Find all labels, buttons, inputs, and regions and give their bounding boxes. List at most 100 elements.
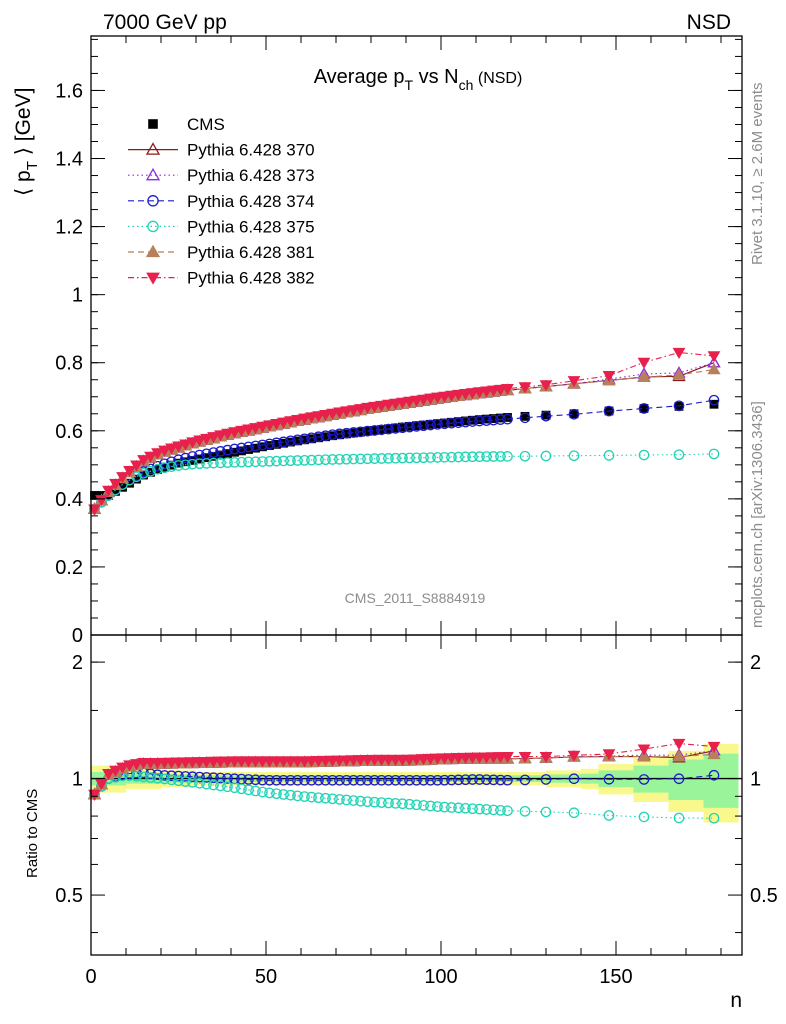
data-point-p375 — [327, 793, 338, 805]
y-tick-label: 1 — [72, 285, 83, 307]
data-point-p375 — [173, 460, 184, 471]
y-tick-label: 0.4 — [55, 489, 83, 511]
data-point-p375 — [152, 463, 163, 475]
series-line-p375 — [94, 775, 715, 819]
band-green — [668, 759, 704, 801]
data-point-p382 — [256, 421, 269, 433]
data-point-p382 — [424, 393, 437, 405]
data-point-cms — [674, 401, 684, 411]
data-point-p374 — [453, 417, 464, 428]
data-point-p374 — [425, 774, 436, 786]
data-point-p374 — [348, 774, 359, 786]
data-point-cms — [90, 491, 99, 500]
legend-marker — [145, 244, 161, 258]
data-point-p374 — [243, 441, 254, 453]
legend-label: Pythia 6.428 382 — [187, 269, 315, 288]
data-point-p375 — [222, 781, 233, 793]
data-point-p374 — [187, 451, 198, 462]
mcplots-label: mcplots.cern.ch [arXiv:1306.3436] — [749, 401, 766, 628]
data-point-p382 — [228, 427, 241, 439]
data-point-p382 — [144, 451, 157, 463]
data-point-p375 — [404, 452, 415, 464]
data-point-p382 — [116, 762, 129, 774]
data-point-p382 — [130, 460, 143, 472]
data-point-p374 — [327, 774, 338, 786]
data-point-p382 — [445, 390, 458, 402]
data-point-p382 — [707, 741, 721, 754]
data-point-p375 — [292, 455, 303, 466]
data-point-p382 — [165, 443, 178, 455]
data-point-cms — [209, 451, 218, 461]
data-point-p382 — [487, 385, 500, 397]
legend-item-cms: CMS — [148, 115, 225, 134]
data-point-p382 — [340, 406, 353, 418]
data-point-p382 — [417, 394, 430, 406]
data-point-p375 — [299, 454, 310, 466]
data-point-p374 — [638, 403, 650, 414]
data-point-p375 — [180, 459, 191, 471]
x-tick-label: 150 — [599, 966, 632, 988]
data-point-p375 — [187, 777, 198, 788]
data-point-p375 — [432, 801, 443, 812]
data-point-cms — [426, 419, 435, 429]
data-point-p375 — [708, 448, 720, 460]
data-point-p381 — [637, 370, 651, 382]
data-point-p374 — [481, 774, 492, 786]
data-point-p375 — [152, 772, 163, 784]
data-point-p375 — [138, 468, 149, 479]
data-point-p375 — [390, 798, 401, 809]
data-point-cms — [639, 404, 649, 413]
data-point-p374 — [488, 414, 499, 426]
data-point-p374 — [708, 769, 720, 781]
data-point-p374 — [432, 419, 443, 430]
data-point-p374 — [397, 774, 408, 786]
data-point-p374 — [306, 774, 317, 786]
data-point-cms — [468, 415, 477, 425]
data-point-p374 — [264, 438, 275, 450]
data-point-p375 — [425, 800, 436, 812]
data-point-p374 — [411, 421, 422, 432]
data-point-cms — [279, 438, 288, 448]
data-point-cms — [412, 421, 421, 431]
y-tick-label-right: 0.5 — [750, 885, 778, 907]
data-point-p382 — [109, 765, 122, 777]
data-point-p375 — [264, 455, 275, 467]
data-point-p381 — [707, 362, 721, 375]
data-point-p374 — [320, 774, 331, 786]
data-point-p375 — [495, 451, 506, 462]
data-point-p382 — [389, 398, 402, 410]
data-point-p375 — [341, 453, 352, 465]
data-point-p374 — [519, 774, 531, 786]
data-point-cms — [569, 409, 579, 419]
data-point-p382 — [270, 419, 283, 431]
data-point-p375 — [568, 807, 580, 819]
data-point-p375 — [264, 787, 275, 799]
data-point-p382 — [518, 382, 532, 394]
legend-item-p374: Pythia 6.428 374 — [128, 192, 315, 211]
data-point-cms — [230, 447, 239, 457]
data-point-p374 — [208, 772, 219, 784]
data-point-p374 — [215, 772, 226, 784]
data-point-p375 — [460, 451, 471, 463]
data-point-p375 — [425, 452, 436, 463]
data-point-cms — [125, 478, 134, 488]
data-point-p382 — [123, 760, 136, 772]
data-point-p374 — [502, 413, 513, 425]
data-point-p374 — [313, 431, 324, 443]
data-point-p375 — [519, 450, 531, 462]
data-point-p375 — [519, 805, 531, 817]
data-point-p374 — [439, 418, 450, 430]
data-point-cms — [286, 437, 295, 447]
data-point-p374 — [383, 774, 394, 786]
data-point-p375 — [215, 457, 226, 469]
data-point-p374 — [502, 774, 513, 786]
data-point-p382 — [396, 397, 409, 409]
data-point-p375 — [502, 451, 513, 462]
data-point-p374 — [425, 419, 436, 431]
data-point-p375 — [460, 802, 471, 814]
data-point-p374 — [257, 439, 268, 451]
data-point-p382 — [151, 448, 164, 460]
data-point-cms — [475, 415, 484, 425]
x-tick-label: 0 — [85, 966, 96, 988]
